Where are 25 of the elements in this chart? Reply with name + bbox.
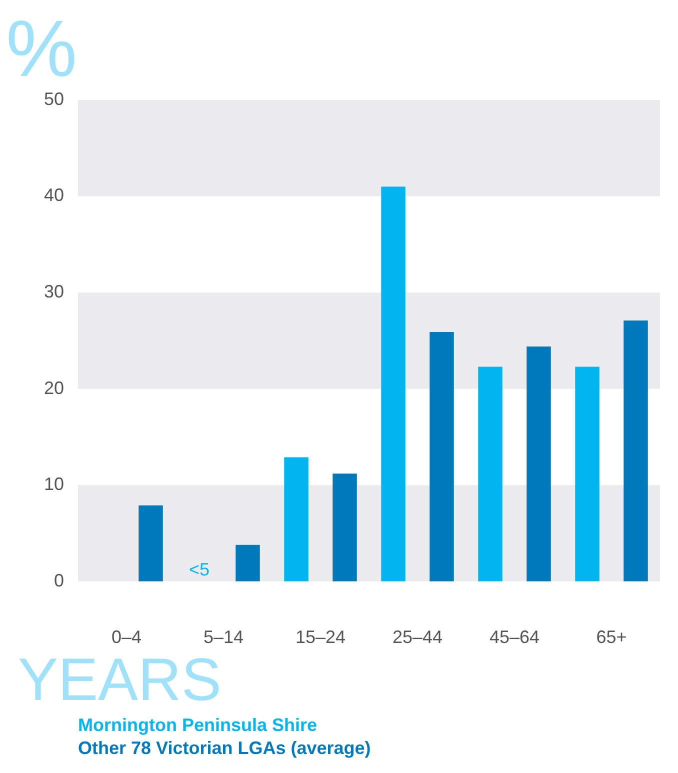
x-tick-label: 15–24 [295, 627, 346, 648]
text: Mornington Peninsula Shire [78, 715, 318, 736]
text: Other 78 Victorian LGAs (average) [78, 738, 372, 759]
bar [236, 544, 260, 582]
x-tick-label: 0–4 [111, 627, 142, 648]
x-tick-label: 5–14 [203, 627, 244, 648]
bar [284, 457, 308, 582]
bar [478, 366, 502, 582]
x-axis-title: YEARS [18, 646, 222, 713]
x-tick-label: 45–64 [489, 627, 540, 648]
bar [624, 320, 648, 582]
bar [138, 505, 163, 582]
text: <5 [189, 559, 210, 580]
bar [332, 474, 357, 582]
y-tick-label: 0 [54, 570, 64, 590]
x-tick-label: 25–44 [392, 627, 443, 648]
x-tick-label: 65+ [596, 627, 627, 648]
y-tick-label: 30 [44, 282, 64, 302]
bar [430, 332, 454, 582]
y-tick-label: 20 [44, 378, 64, 398]
bar [526, 346, 551, 582]
y-tick-label: 10 [44, 474, 64, 494]
bar [381, 186, 406, 582]
y-tick-label: 40 [44, 185, 64, 206]
bar [575, 366, 600, 582]
